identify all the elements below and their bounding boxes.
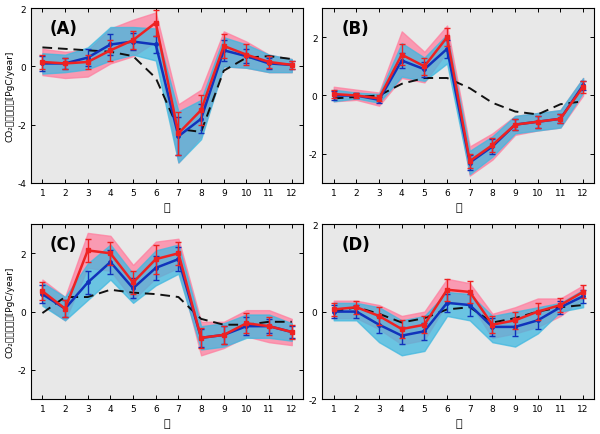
X-axis label: 月: 月 <box>164 203 170 213</box>
Text: (D): (D) <box>341 235 370 253</box>
Text: (A): (A) <box>50 20 78 37</box>
Text: (B): (B) <box>341 20 369 37</box>
Y-axis label: CO₂フラックス[PgC/year]: CO₂フラックス[PgC/year] <box>5 266 14 358</box>
X-axis label: 月: 月 <box>455 203 462 213</box>
X-axis label: 月: 月 <box>455 418 462 428</box>
Text: (C): (C) <box>50 235 77 253</box>
Y-axis label: CO₂フラックス[PgC/year]: CO₂フラックス[PgC/year] <box>5 51 14 142</box>
X-axis label: 月: 月 <box>164 418 170 428</box>
